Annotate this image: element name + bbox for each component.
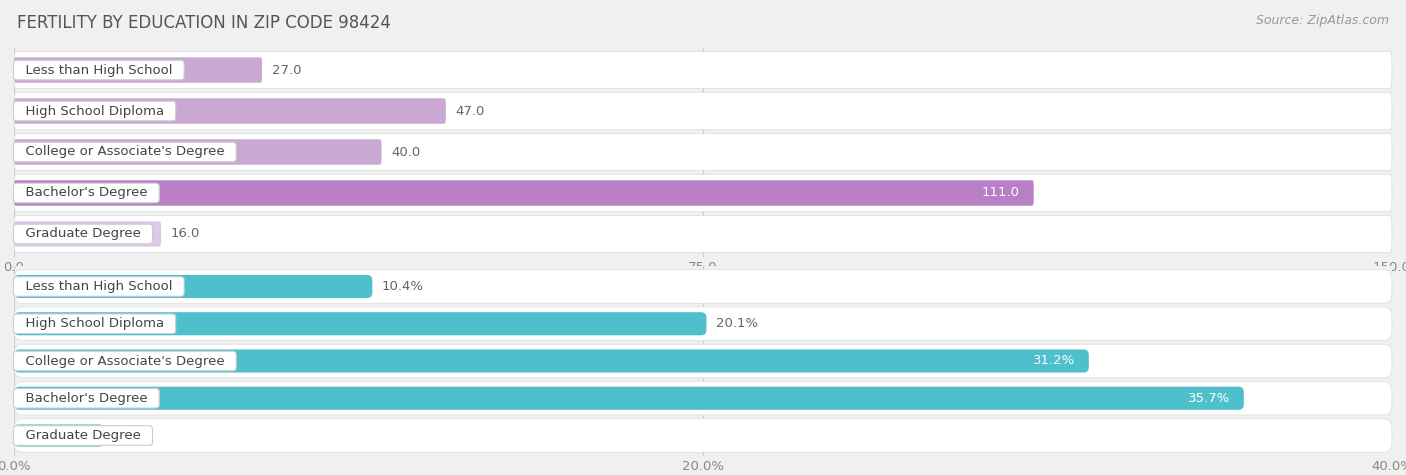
Text: 20.1%: 20.1% xyxy=(716,317,758,330)
FancyBboxPatch shape xyxy=(14,98,446,124)
Text: Graduate Degree: Graduate Degree xyxy=(17,228,149,240)
Text: 10.4%: 10.4% xyxy=(382,280,425,293)
FancyBboxPatch shape xyxy=(14,133,1392,171)
FancyBboxPatch shape xyxy=(14,270,1392,303)
Text: Bachelor's Degree: Bachelor's Degree xyxy=(17,392,156,405)
FancyBboxPatch shape xyxy=(14,381,1392,415)
FancyBboxPatch shape xyxy=(14,174,1392,211)
Text: High School Diploma: High School Diploma xyxy=(17,317,173,330)
Text: Less than High School: Less than High School xyxy=(17,64,181,76)
FancyBboxPatch shape xyxy=(14,307,1392,341)
Text: Source: ZipAtlas.com: Source: ZipAtlas.com xyxy=(1256,14,1389,27)
Text: 2.6%: 2.6% xyxy=(114,429,146,442)
Text: 31.2%: 31.2% xyxy=(1033,354,1076,368)
Text: FERTILITY BY EDUCATION IN ZIP CODE 98424: FERTILITY BY EDUCATION IN ZIP CODE 98424 xyxy=(17,14,391,32)
FancyBboxPatch shape xyxy=(14,344,1392,378)
FancyBboxPatch shape xyxy=(14,419,1392,452)
Text: 47.0: 47.0 xyxy=(456,104,485,117)
FancyBboxPatch shape xyxy=(14,139,381,165)
Text: 111.0: 111.0 xyxy=(981,187,1019,200)
FancyBboxPatch shape xyxy=(14,57,262,83)
Text: College or Associate's Degree: College or Associate's Degree xyxy=(17,145,233,159)
Text: College or Associate's Degree: College or Associate's Degree xyxy=(17,354,233,368)
Text: 27.0: 27.0 xyxy=(271,64,301,76)
Text: High School Diploma: High School Diploma xyxy=(17,104,173,117)
FancyBboxPatch shape xyxy=(14,216,1392,252)
FancyBboxPatch shape xyxy=(14,52,1392,88)
Text: 16.0: 16.0 xyxy=(170,228,200,240)
FancyBboxPatch shape xyxy=(14,312,706,335)
Text: 35.7%: 35.7% xyxy=(1188,392,1230,405)
Text: Bachelor's Degree: Bachelor's Degree xyxy=(17,187,156,200)
FancyBboxPatch shape xyxy=(14,350,1088,372)
FancyBboxPatch shape xyxy=(14,93,1392,130)
Text: Less than High School: Less than High School xyxy=(17,280,181,293)
Text: 40.0: 40.0 xyxy=(391,145,420,159)
FancyBboxPatch shape xyxy=(14,275,373,298)
FancyBboxPatch shape xyxy=(14,387,1244,410)
FancyBboxPatch shape xyxy=(14,180,1033,206)
Text: Graduate Degree: Graduate Degree xyxy=(17,429,149,442)
FancyBboxPatch shape xyxy=(14,221,162,247)
FancyBboxPatch shape xyxy=(14,424,104,447)
